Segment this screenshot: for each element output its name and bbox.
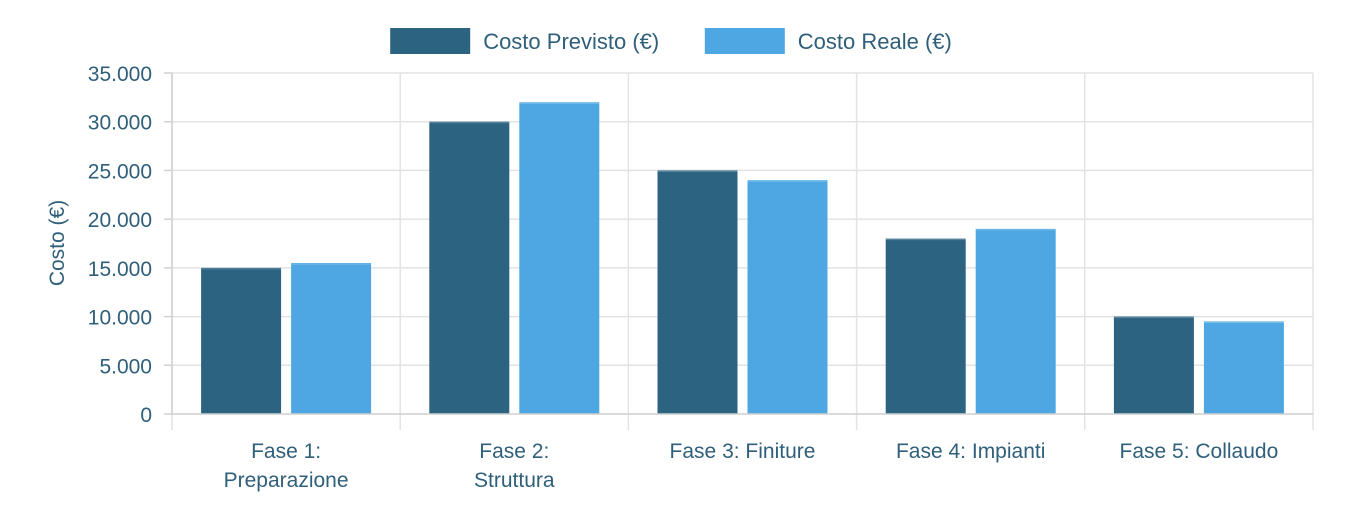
y-tick-label: 0 (140, 404, 152, 427)
y-tick-label: 30.000 (88, 112, 152, 135)
axes (171, 73, 1313, 415)
bar-previsto[interactable] (885, 238, 966, 414)
bars (201, 102, 1284, 414)
x-tick-label-line: Fase 3: Finiture (670, 440, 816, 463)
x-tick-label: Fase 4: Impianti (896, 440, 1045, 463)
x-tick-label-line: Struttura (474, 469, 555, 492)
bar-previsto[interactable] (429, 121, 510, 414)
x-tick-label: Fase 5: Collaudo (1120, 440, 1279, 463)
y-tick-labels: 0 5.000 10.000 15.000 20.000 25.000 30.000 35.0… (88, 63, 152, 427)
y-tick-label: 35.000 (88, 63, 152, 86)
bar-reale[interactable] (291, 262, 372, 414)
legend: Costo Previsto (€) Costo Reale (€) (390, 28, 952, 54)
bar-previsto[interactable] (1113, 316, 1194, 414)
y-tick-label: 10.000 (88, 307, 152, 330)
bar-reale[interactable] (1203, 321, 1284, 414)
x-tick-label-line: Preparazione (224, 469, 349, 492)
y-axis-label: Costo (€) (46, 200, 69, 286)
y-tick-label: 25.000 (88, 160, 152, 183)
legend-label[interactable]: Costo Reale (€) (798, 29, 952, 54)
x-tick-label-line: Fase 4: Impianti (896, 440, 1045, 463)
legend-label[interactable]: Costo Previsto (€) (483, 29, 659, 54)
legend-swatch[interactable] (704, 28, 785, 54)
x-tick-label-line: Fase 2: (479, 440, 549, 463)
bar-reale[interactable] (747, 180, 828, 414)
x-tick-label: Fase 1: Preparazione (224, 440, 349, 492)
y-tick-label: 20.000 (88, 209, 152, 232)
bar-previsto[interactable] (657, 170, 738, 414)
bar-reale[interactable] (975, 228, 1056, 414)
x-tick-label-line: Fase 1: (251, 440, 321, 463)
x-tick-label-line: Fase 5: Collaudo (1120, 440, 1279, 463)
y-tick-label: 15.000 (88, 258, 152, 281)
legend-swatch[interactable] (390, 28, 471, 54)
x-tick-label: Fase 3: Finiture (670, 440, 816, 463)
y-tick-label: 5.000 (99, 355, 152, 378)
bar-reale[interactable] (519, 102, 600, 414)
x-tick-label: Fase 2: Struttura (474, 440, 555, 492)
bar-previsto[interactable] (201, 267, 282, 414)
